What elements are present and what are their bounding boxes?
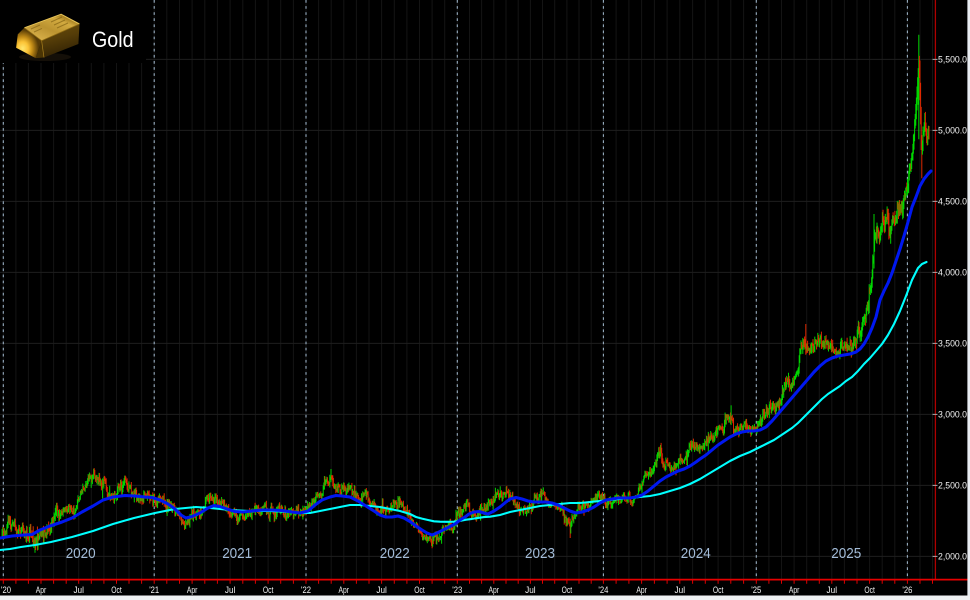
svg-text:2,000.0: 2,000.0 [938, 552, 967, 562]
svg-text:Oct: Oct [263, 585, 274, 595]
svg-text:'20: '20 [1, 585, 11, 595]
svg-text:'26: '26 [902, 585, 912, 595]
svg-text:Oct: Oct [111, 585, 122, 595]
svg-text:Jul: Jul [675, 585, 686, 595]
svg-text:5,000.0: 5,000.0 [938, 126, 967, 136]
svg-text:Jul: Jul [827, 585, 838, 595]
svg-text:4,500.0: 4,500.0 [938, 197, 967, 207]
svg-text:2023: 2023 [525, 545, 555, 562]
svg-text:Apr: Apr [36, 585, 47, 595]
svg-text:'25: '25 [751, 585, 761, 595]
svg-text:5,500.0: 5,500.0 [938, 55, 967, 65]
svg-text:Jul: Jul [376, 585, 387, 595]
svg-text:Oct: Oct [864, 585, 875, 595]
svg-text:2020: 2020 [66, 545, 96, 562]
svg-text:Apr: Apr [789, 585, 800, 595]
svg-text:Apr: Apr [339, 585, 350, 595]
svg-text:Jul: Jul [525, 585, 536, 595]
svg-text:Oct: Oct [713, 585, 724, 595]
svg-text:Apr: Apr [636, 585, 647, 595]
svg-text:'21: '21 [149, 585, 159, 595]
svg-text:3,500.0: 3,500.0 [938, 339, 967, 349]
svg-text:'23: '23 [452, 585, 462, 595]
svg-text:Jul: Jul [225, 585, 236, 595]
svg-text:Apr: Apr [187, 585, 198, 595]
svg-text:'24: '24 [598, 585, 608, 595]
svg-text:4,000.0: 4,000.0 [938, 268, 967, 278]
svg-text:Gold: Gold [92, 27, 134, 52]
svg-text:'22: '22 [301, 585, 311, 595]
svg-text:Oct: Oct [562, 585, 573, 595]
svg-text:Oct: Oct [414, 585, 425, 595]
svg-text:3,000.0: 3,000.0 [938, 410, 967, 420]
svg-text:Apr: Apr [489, 585, 500, 595]
svg-text:2022: 2022 [380, 545, 410, 562]
svg-text:2024: 2024 [681, 545, 711, 562]
svg-text:Jul: Jul [73, 585, 84, 595]
svg-text:2025: 2025 [831, 545, 861, 562]
svg-text:2021: 2021 [222, 545, 252, 562]
svg-text:2,500.0: 2,500.0 [938, 481, 967, 491]
